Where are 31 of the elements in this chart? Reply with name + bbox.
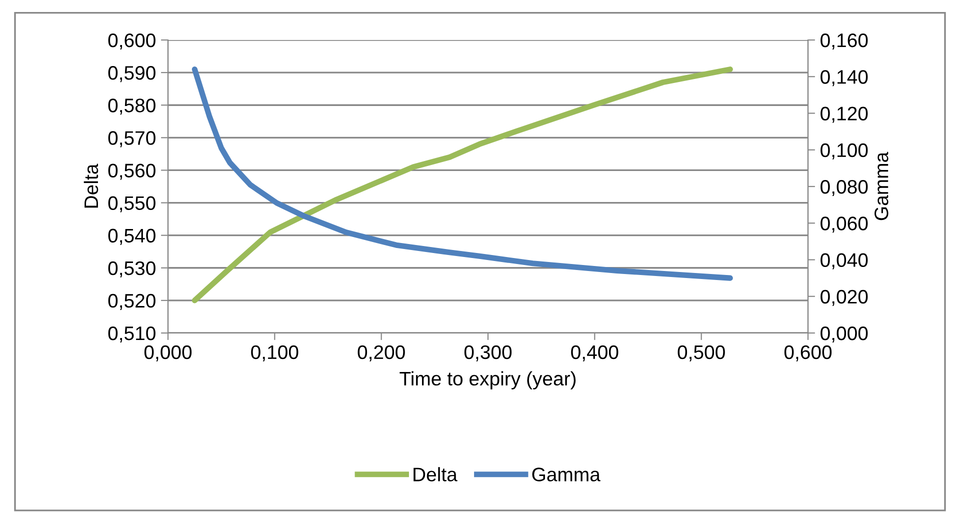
y2-tick-label: 0,000 [820,326,868,343]
y-tick-label: 0,510 [108,326,156,343]
y2-tick-label: 0,060 [820,216,868,233]
y2-tick-label: 0,140 [820,70,868,86]
x-axis-title: Time to expiry (year) [400,371,576,390]
y-tick-label: 0,580 [108,98,156,115]
y-tick-label: 0,600 [108,33,156,50]
y2-tick-label: 0,080 [820,180,868,196]
y-tick-label: 0,550 [108,196,156,212]
legend-label: Delta [414,467,458,482]
y-tick-label: 0,590 [108,66,156,82]
x-tick-label: 0,400 [571,345,618,362]
y-tick-label: 0,540 [108,228,156,245]
x-tick-label: 0,100 [251,345,298,362]
x-tick-label: 0,300 [464,345,512,362]
y-tick-label: 0,530 [108,261,156,278]
y-axis-title: Delta [84,164,98,208]
y2-tick-label: 0,120 [820,106,868,123]
y2-tick-label: 0,100 [820,143,868,160]
y2-axis-title: Gamma [874,152,888,220]
y2-tick-label: 0,040 [820,253,868,270]
x-tick-label: 0,000 [144,345,192,362]
y2-tick-label: 0,020 [820,290,868,306]
legend-label: Gamma [532,468,600,482]
y-tick-label: 0,520 [108,294,156,310]
y-tick-label: 0,570 [108,131,156,148]
y2-tick-label: 0,160 [820,33,868,50]
x-tick-label: 0,500 [678,345,725,362]
x-tick-label: 0,200 [358,345,405,362]
x-tick-label: 0,600 [784,345,832,362]
y-tick-label: 0,560 [108,164,156,180]
